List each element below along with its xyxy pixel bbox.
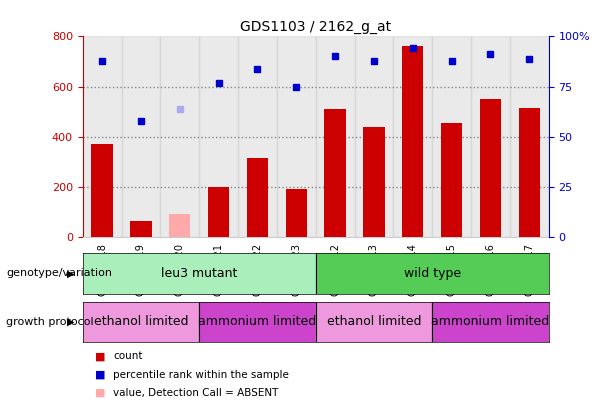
Bar — [83, 302, 199, 342]
Bar — [324, 109, 346, 237]
Bar — [199, 36, 238, 237]
Bar — [199, 302, 316, 342]
Text: count: count — [113, 352, 143, 361]
Bar — [247, 158, 268, 237]
Bar — [510, 36, 549, 237]
Bar — [277, 36, 316, 237]
Bar — [83, 253, 316, 294]
Bar — [441, 123, 462, 237]
Text: ▶: ▶ — [67, 317, 75, 327]
Bar — [394, 36, 432, 237]
Text: leu3 mutant: leu3 mutant — [161, 267, 237, 280]
Bar — [161, 36, 199, 237]
Bar — [471, 36, 510, 237]
Bar — [208, 187, 229, 237]
Bar — [354, 36, 394, 237]
Text: wild type: wild type — [403, 267, 461, 280]
Bar — [238, 36, 277, 237]
Bar — [131, 221, 151, 237]
Bar — [316, 302, 432, 342]
Bar — [432, 302, 549, 342]
Title: GDS1103 / 2162_g_at: GDS1103 / 2162_g_at — [240, 20, 391, 34]
Text: ■: ■ — [95, 352, 105, 361]
Bar — [121, 36, 161, 237]
Text: ethanol limited: ethanol limited — [94, 315, 188, 328]
Text: ammonium limited: ammonium limited — [199, 315, 316, 328]
Bar — [480, 99, 501, 237]
Text: ■: ■ — [95, 388, 105, 398]
Text: ■: ■ — [95, 370, 105, 379]
Bar — [83, 36, 121, 237]
Bar — [402, 47, 424, 237]
Bar — [432, 36, 471, 237]
Text: value, Detection Call = ABSENT: value, Detection Call = ABSENT — [113, 388, 279, 398]
Text: growth protocol: growth protocol — [6, 317, 94, 327]
Bar — [364, 127, 384, 237]
Bar — [519, 108, 540, 237]
Text: ammonium limited: ammonium limited — [432, 315, 549, 328]
Bar — [91, 144, 113, 237]
Bar — [316, 36, 354, 237]
Text: ▶: ▶ — [67, 269, 75, 278]
Text: genotype/variation: genotype/variation — [6, 269, 112, 278]
Text: ethanol limited: ethanol limited — [327, 315, 421, 328]
Bar — [286, 189, 307, 237]
Bar — [316, 253, 549, 294]
Text: percentile rank within the sample: percentile rank within the sample — [113, 370, 289, 379]
Bar — [169, 214, 191, 237]
